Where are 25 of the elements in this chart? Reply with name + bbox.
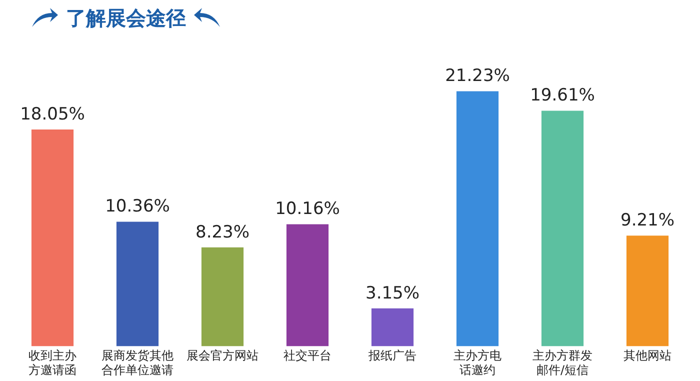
data-label: 18.05% — [20, 104, 85, 124]
x-tick-label: 其他网站 — [624, 348, 672, 363]
data-label: 3.15% — [365, 283, 420, 304]
bar — [456, 91, 499, 346]
x-tick-label: 社交平台 — [284, 348, 332, 363]
bar — [116, 222, 159, 346]
bar — [371, 308, 414, 346]
x-tick-label: 收到主办方邀请函 — [28, 348, 76, 377]
bar — [31, 129, 74, 346]
bar — [286, 224, 329, 346]
bar — [541, 110, 584, 346]
x-tick-label: 主办方电话邀约 — [454, 348, 502, 377]
data-label: 10.16% — [275, 199, 340, 220]
data-label: 8.23% — [195, 222, 250, 242]
data-label: 9.21% — [620, 210, 675, 231]
data-label: 21.23% — [445, 66, 510, 86]
x-tick-label: 主办方群发邮件/短信 — [532, 348, 592, 377]
x-tick-label: 报纸广告 — [368, 348, 416, 363]
bar — [201, 247, 244, 346]
bar — [626, 236, 669, 346]
data-label: 19.61% — [530, 86, 595, 106]
x-tick-label: 展会官方网站 — [186, 348, 258, 363]
chart-title: 了解展会途径 — [66, 4, 186, 32]
data-label: 10.36% — [105, 196, 170, 217]
x-tick-label: 展商发货其他合作单位邀请 — [102, 348, 174, 377]
